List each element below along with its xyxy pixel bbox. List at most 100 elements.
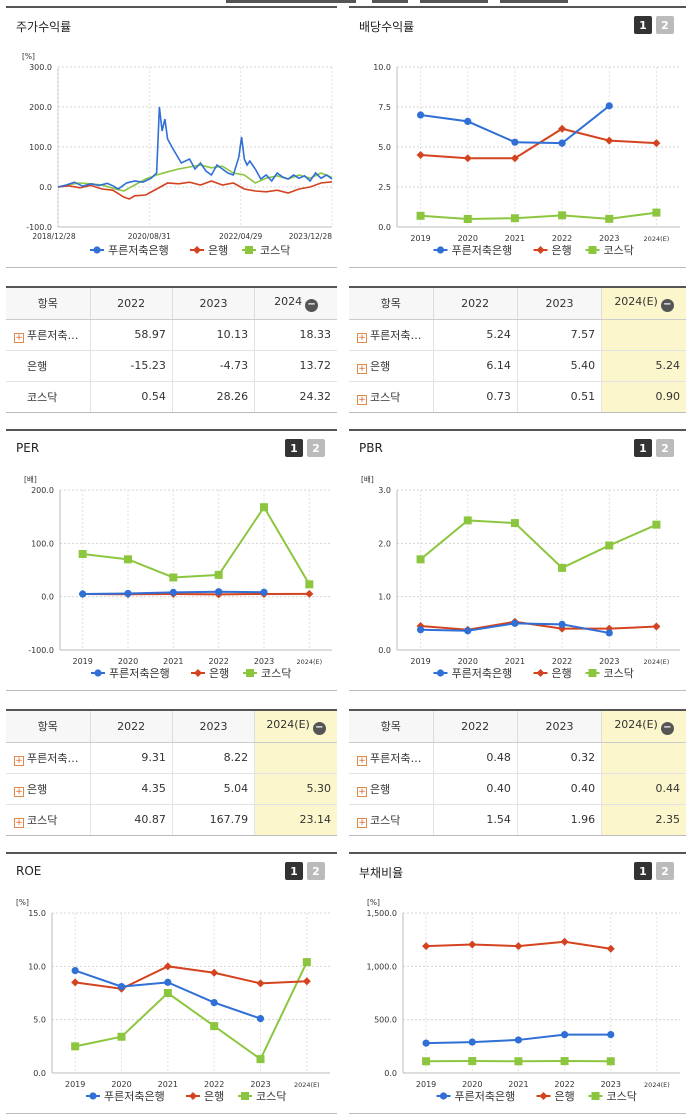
x-tick-label: 2022 bbox=[554, 1080, 574, 1089]
x-tick-label: 2021 bbox=[163, 657, 183, 666]
series-kosdaq bbox=[71, 958, 311, 1064]
view-2-button[interactable]: 2 bbox=[307, 439, 325, 457]
unit-label: [%] bbox=[22, 52, 35, 61]
x-tick-label: 2024(E) bbox=[644, 235, 670, 243]
row-label[interactable]: + 은행 bbox=[349, 350, 434, 382]
y-tick-label: -100.0 bbox=[28, 646, 54, 655]
stock-return-table: 항목 2022 2023 2024− + 푸른저축… 58.97 10.13 18… bbox=[6, 286, 337, 413]
x-tick-label: 2021 bbox=[505, 234, 525, 243]
series-bank bbox=[422, 1031, 615, 1047]
collapse-icon[interactable]: − bbox=[312, 721, 326, 735]
series-line bbox=[74, 961, 308, 1061]
expand-icon[interactable]: + bbox=[14, 817, 24, 828]
x-tick-label: 2022 bbox=[552, 657, 572, 666]
data-point-legend bbox=[588, 246, 597, 254]
view-1-button[interactable]: 1 bbox=[285, 439, 303, 457]
pbr-panel: PBR 1 2 [배] 3.0 2.0 1.0 0.0 2019 2020 2021 2022 2… bbox=[349, 429, 686, 691]
view-2-button[interactable]: 2 bbox=[656, 862, 674, 880]
view-2-button[interactable]: 2 bbox=[307, 862, 325, 880]
expand-icon[interactable]: + bbox=[357, 755, 367, 766]
collapse-icon[interactable]: − bbox=[660, 721, 674, 735]
collapse-icon[interactable]: − bbox=[660, 298, 674, 312]
col-2022: 2022 bbox=[90, 288, 173, 320]
view-toggle: 1 2 bbox=[285, 439, 325, 457]
table-row: + 코스닥 40.87 167.79 23.14 bbox=[6, 804, 337, 835]
row-label[interactable]: + 은행 bbox=[349, 773, 434, 805]
row-label[interactable]: + 코스닥 bbox=[6, 804, 91, 835]
view-1-button[interactable]: 1 bbox=[634, 16, 652, 34]
unit-label: [%] bbox=[16, 898, 29, 907]
row-label[interactable]: + 푸른저축… bbox=[6, 319, 91, 351]
view-1-button[interactable]: 1 bbox=[285, 862, 303, 880]
data-point-4 bbox=[605, 624, 614, 633]
y-tick-label: 0.0 bbox=[378, 646, 391, 655]
x-tick-label: 2018/12/28 bbox=[32, 232, 75, 241]
data-point-3 bbox=[558, 563, 567, 572]
expand-icon[interactable]: + bbox=[357, 332, 367, 343]
data-point-0 bbox=[416, 626, 425, 634]
cell: 167.79 bbox=[172, 804, 256, 835]
legend-label: 코스닥 bbox=[607, 1090, 637, 1103]
row-label[interactable]: + 푸른저축… bbox=[6, 742, 91, 774]
row-label[interactable]: + 푸른저축… bbox=[349, 742, 434, 774]
y-tick-label: 3.0 bbox=[378, 486, 391, 495]
col-item: 항목 bbox=[349, 288, 434, 320]
row-label: 코스닥 bbox=[6, 381, 91, 412]
legend-label: 코스닥 bbox=[604, 667, 634, 680]
expand-icon[interactable]: + bbox=[357, 363, 367, 374]
col-2023: 2023 bbox=[517, 711, 603, 743]
cell: 7.57 bbox=[517, 319, 603, 351]
expand-icon[interactable]: + bbox=[14, 786, 24, 797]
data-point-legend bbox=[536, 669, 545, 677]
view-2-button[interactable]: 2 bbox=[656, 439, 674, 457]
expand-icon[interactable]: + bbox=[14, 332, 24, 343]
y-tick-label: 10.0 bbox=[28, 962, 46, 971]
data-point-4 bbox=[605, 541, 614, 550]
row-label[interactable]: + 푸른저축… bbox=[349, 319, 434, 351]
debt-ratio-chart: [%] 1,500.0 1,000.0 500.0 0.0 2019 2020 2021 202… bbox=[366, 898, 680, 1103]
cell: 6.14 bbox=[433, 350, 518, 382]
data-point-1 bbox=[468, 1057, 477, 1066]
legend-label: 푸른저축은행 bbox=[108, 244, 169, 257]
data-point-0 bbox=[416, 555, 425, 564]
row-label[interactable]: + 코스닥 bbox=[349, 381, 434, 412]
series-bank bbox=[79, 588, 268, 598]
cell: 5.24 bbox=[601, 350, 686, 382]
view-2-button[interactable]: 2 bbox=[656, 16, 674, 34]
roe-chart: [%] 15.0 10.0 5.0 0.0 2019 2020 2021 2022 2023 202… bbox=[16, 898, 330, 1103]
row-label[interactable]: + 코스닥 bbox=[349, 804, 434, 835]
view-1-button[interactable]: 1 bbox=[634, 862, 652, 880]
table-row: + 푸른저축… 58.97 10.13 18.33 bbox=[6, 319, 337, 351]
view-toggle: 1 2 bbox=[634, 862, 674, 880]
data-point-5 bbox=[652, 622, 661, 631]
data-point-2 bbox=[514, 942, 523, 951]
col-2023: 2023 bbox=[172, 711, 256, 743]
series-line bbox=[420, 211, 657, 221]
view-1-button[interactable]: 1 bbox=[634, 439, 652, 457]
data-point-4 bbox=[606, 944, 615, 953]
x-tick-label: 2020 bbox=[462, 1080, 482, 1089]
pbr-chart: [배] 3.0 2.0 1.0 0.0 2019 2020 2021 2022 2023 2024(… bbox=[361, 475, 680, 680]
expand-icon[interactable]: + bbox=[357, 394, 367, 405]
expand-icon[interactable]: + bbox=[14, 755, 24, 766]
data-point-5 bbox=[652, 520, 661, 529]
unit-label: [%] bbox=[367, 898, 380, 907]
series-line bbox=[419, 519, 657, 570]
col-2024e: 2024(E) − bbox=[601, 711, 686, 743]
dividend-yield-table: 항목 2022 2023 2024(E) − + 푸른저축… 5.24 7.57 +… bbox=[349, 286, 686, 413]
data-point-4 bbox=[256, 1015, 265, 1023]
expand-icon[interactable]: + bbox=[357, 786, 367, 797]
series-bank bbox=[416, 102, 613, 147]
collapse-icon[interactable]: − bbox=[305, 298, 319, 312]
legend-label: 코스닥 bbox=[260, 244, 290, 257]
col-2023: 2023 bbox=[172, 288, 256, 320]
series-line-industry bbox=[57, 180, 333, 200]
row-label[interactable]: + 은행 bbox=[6, 773, 91, 805]
y-tick-label: -100.0 bbox=[26, 223, 52, 232]
data-point-5 bbox=[302, 977, 311, 986]
legend-label: 코스닥 bbox=[261, 667, 291, 680]
table-row: 코스닥 0.54 28.26 24.32 bbox=[6, 381, 337, 412]
col-item: 항목 bbox=[349, 711, 434, 743]
cell: 10.13 bbox=[172, 319, 256, 351]
expand-icon[interactable]: + bbox=[357, 817, 367, 828]
